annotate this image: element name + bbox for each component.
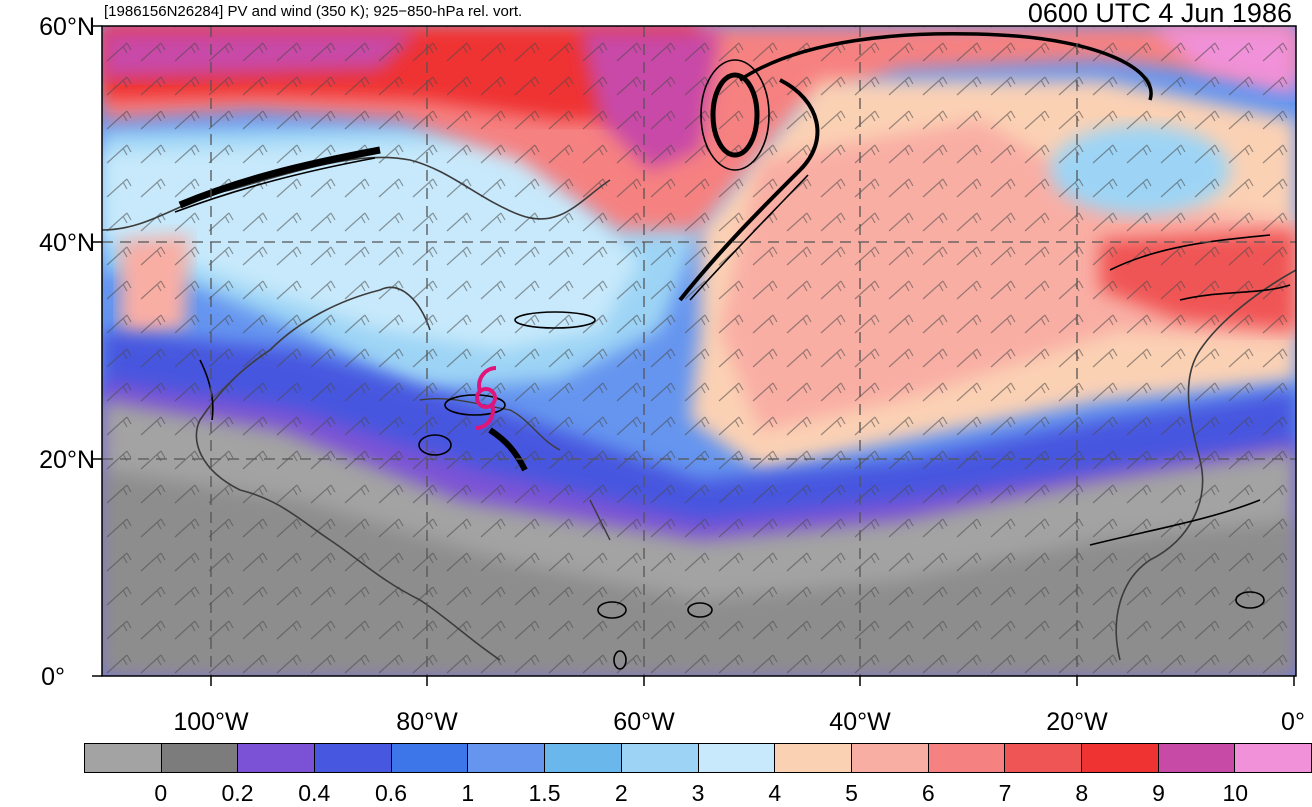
colorbar-tick-label: 9 xyxy=(1152,780,1165,806)
colorbar-swatch xyxy=(237,743,315,773)
pv-field xyxy=(102,26,1296,676)
lon-label-0: 0° xyxy=(1281,708,1305,736)
colorbar-swatch xyxy=(1004,743,1081,773)
lat-label-40n: 40°N xyxy=(39,229,95,257)
colorbar-swatch xyxy=(544,743,621,773)
colorbar-swatch xyxy=(850,743,928,773)
axis-ticks xyxy=(92,25,1295,686)
colorbar-tick-label: 4 xyxy=(768,780,782,806)
colorbar-tick-label: 2 xyxy=(614,780,628,806)
lat-label-0: 0° xyxy=(41,663,65,691)
colorbar-swatch xyxy=(1234,743,1312,773)
colorbar-swatch xyxy=(160,743,238,773)
lon-label-20w: 20°W xyxy=(1046,708,1108,736)
colorbar-tick-label: 1.5 xyxy=(528,780,561,806)
map-gridlines xyxy=(102,26,1296,676)
colorbar-swatch xyxy=(697,743,775,773)
colorbar-swatch xyxy=(467,743,545,773)
lon-label-100w: 100°W xyxy=(173,708,249,736)
colorbar-tick-label: 10 xyxy=(1222,780,1249,806)
map-title-right: 0600 UTC 4 Jun 1986 xyxy=(1027,0,1292,28)
colorbar-tick-label: 6 xyxy=(921,780,935,806)
colorbar-tick-label: 0.2 xyxy=(221,780,254,806)
colorbar-swatch xyxy=(314,743,391,773)
pv-colorbar xyxy=(84,743,1312,773)
colorbar-tick-label: 8 xyxy=(1075,780,1089,806)
colorbar-tick-label: 7 xyxy=(998,780,1012,806)
colorbar-swatch xyxy=(1157,743,1235,773)
colorbar-tick-label: 0 xyxy=(154,780,168,806)
colorbar-swatch xyxy=(1080,743,1158,773)
lon-label-80w: 80°W xyxy=(396,708,458,736)
colorbar-swatch xyxy=(620,743,698,773)
colorbar-tick-label: 0.4 xyxy=(298,780,331,806)
colorbar-tick-label: 5 xyxy=(845,780,858,806)
colorbar-swatch xyxy=(927,743,1005,773)
map-title-left: [1986156N26284] PV and wind (350 K); 925… xyxy=(104,3,523,20)
colorbar-tick-label: 1 xyxy=(461,780,475,806)
colorbar-tick-label: 3 xyxy=(691,780,705,806)
lat-label-20n: 20°N xyxy=(39,446,95,474)
lon-label-60w: 60°W xyxy=(613,708,675,736)
colorbar-swatch xyxy=(84,743,161,773)
colorbar-swatch xyxy=(390,743,468,773)
tropical-cyclone-icon xyxy=(475,366,497,430)
colorbar-swatch xyxy=(774,743,851,773)
lon-label-40w: 40°W xyxy=(829,708,891,736)
lat-label-60n: 60°N xyxy=(39,13,95,41)
map-frame xyxy=(101,25,1297,677)
colorbar-tick-label: 0.6 xyxy=(375,780,407,806)
